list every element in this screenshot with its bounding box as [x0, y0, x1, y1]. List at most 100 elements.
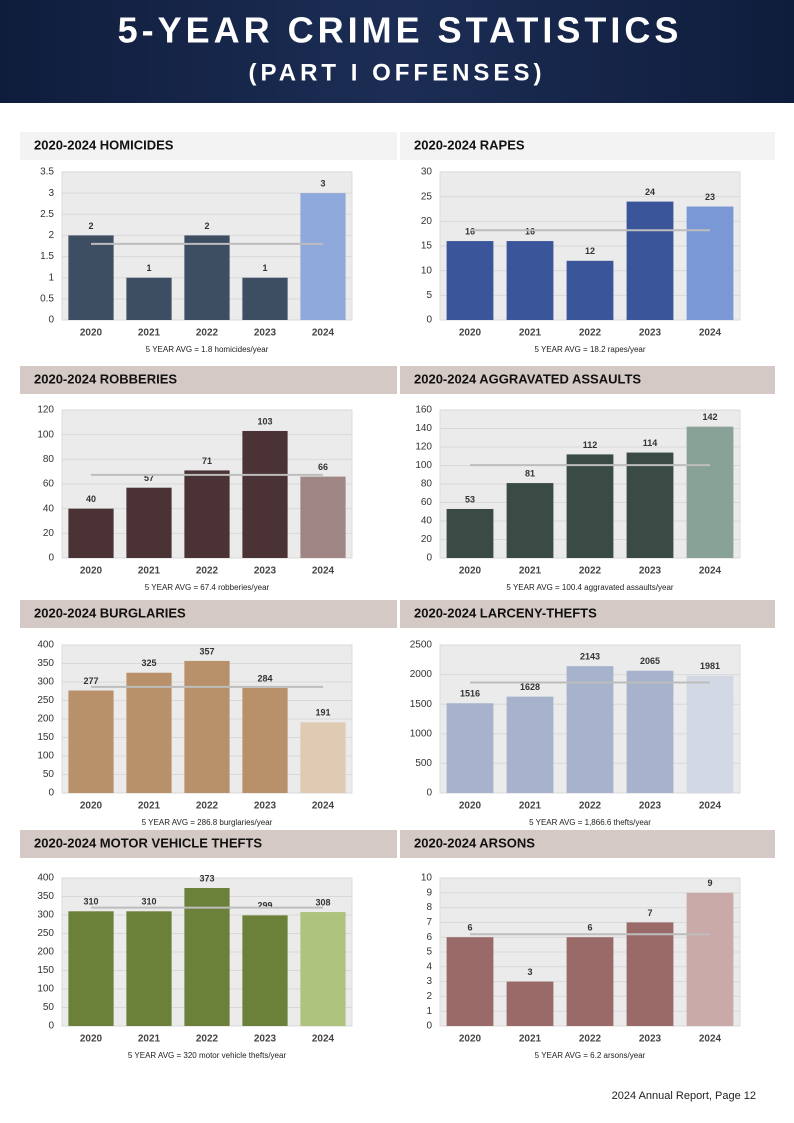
bar [300, 476, 346, 558]
y-tick-label: 0 [426, 315, 432, 326]
value-label: 53 [465, 494, 475, 504]
value-label: 191 [315, 708, 330, 718]
y-tick-label: 250 [37, 695, 54, 706]
bar [68, 690, 114, 793]
y-tick-label: 80 [43, 454, 55, 465]
y-tick-label: 100 [37, 984, 54, 995]
bar [242, 687, 288, 793]
average-note: 5 YEAR AVG = 286.8 burglaries/year [142, 818, 273, 827]
chart-title: 2020-2024 ARSONS [414, 835, 535, 850]
bar [506, 981, 554, 1026]
x-tick-label: 2020 [459, 566, 482, 577]
title-bar [400, 132, 775, 160]
y-tick-label: 140 [415, 423, 432, 434]
y-tick-label: 60 [43, 479, 55, 490]
x-tick-label: 2021 [138, 328, 161, 339]
bar [506, 483, 554, 558]
y-tick-label: 20 [421, 216, 433, 227]
title-bar [400, 830, 775, 858]
title-bar [20, 830, 397, 858]
y-tick-label: 100 [415, 460, 432, 471]
bar [566, 454, 614, 558]
y-tick-label: 30 [421, 167, 433, 178]
x-tick-label: 2023 [639, 328, 662, 339]
bar [68, 235, 114, 320]
chart-title: 2020-2024 HOMICIDES [34, 137, 174, 152]
y-tick-label: 10 [421, 873, 433, 884]
value-label: 16 [465, 226, 475, 236]
title-bar [20, 600, 397, 628]
bar [126, 672, 172, 793]
x-tick-label: 2022 [579, 328, 602, 339]
value-label: 9 [707, 878, 712, 888]
average-note: 5 YEAR AVG = 100.4 aggravated assaults/y… [506, 583, 673, 592]
x-tick-label: 2022 [579, 1034, 602, 1045]
y-tick-label: 2 [426, 991, 432, 1002]
value-label: 1981 [700, 661, 720, 671]
x-tick-label: 2020 [459, 801, 482, 812]
value-label: 299 [257, 901, 272, 911]
value-label: 23 [705, 192, 715, 202]
bar [184, 887, 230, 1026]
value-label: 2 [88, 221, 93, 231]
value-label: 1628 [520, 682, 540, 692]
chart-title: 2020-2024 BURGLARIES [34, 605, 186, 620]
y-tick-label: 200 [37, 714, 54, 725]
bar [68, 508, 114, 558]
x-tick-label: 2022 [196, 566, 219, 577]
y-tick-label: 40 [43, 503, 55, 514]
value-label: 6 [587, 923, 592, 933]
average-note: 5 YEAR AVG = 6.2 arsons/year [535, 1051, 646, 1060]
y-tick-label: 2500 [410, 640, 433, 651]
y-tick-label: 25 [421, 191, 433, 202]
y-tick-label: 2.5 [40, 209, 54, 220]
x-tick-label: 2024 [699, 801, 722, 812]
x-tick-label: 2021 [138, 566, 161, 577]
y-tick-label: 1000 [410, 728, 433, 739]
bar [626, 452, 674, 558]
value-label: 16 [525, 226, 535, 236]
bar [126, 911, 172, 1026]
value-label: 310 [83, 897, 98, 907]
bar [184, 470, 230, 558]
x-tick-label: 2023 [254, 566, 277, 577]
x-tick-label: 2021 [138, 801, 161, 812]
x-tick-label: 2022 [196, 1034, 219, 1045]
y-tick-label: 0 [426, 788, 432, 799]
value-label: 325 [141, 658, 156, 668]
header-band [0, 0, 794, 103]
title-bar [20, 132, 397, 160]
bar [626, 201, 674, 320]
value-label: 2143 [580, 652, 600, 662]
y-tick-label: 350 [37, 658, 54, 669]
y-tick-label: 0 [48, 315, 54, 326]
y-tick-label: 0 [426, 1021, 432, 1032]
x-tick-label: 2023 [639, 801, 662, 812]
value-label: 2 [204, 221, 209, 231]
x-tick-label: 2024 [699, 566, 722, 577]
y-tick-label: 20 [421, 534, 433, 545]
bar [300, 912, 346, 1026]
bar [686, 206, 734, 320]
y-tick-label: 5 [426, 947, 432, 958]
value-label: 277 [83, 676, 98, 686]
x-tick-label: 2021 [519, 328, 542, 339]
value-label: 284 [257, 673, 272, 683]
y-tick-label: 40 [421, 516, 433, 527]
bar [626, 670, 674, 793]
bar [300, 722, 346, 793]
value-label: 103 [257, 416, 272, 426]
x-tick-label: 2020 [80, 328, 103, 339]
x-tick-label: 2021 [519, 566, 542, 577]
bar [566, 937, 614, 1026]
y-tick-label: 120 [37, 405, 54, 416]
y-tick-label: 7 [426, 917, 432, 928]
y-tick-label: 3 [48, 188, 54, 199]
chart-title: 2020-2024 AGGRAVATED ASSAULTS [414, 371, 641, 386]
y-tick-label: 6 [426, 932, 432, 943]
x-tick-label: 2023 [254, 801, 277, 812]
x-tick-label: 2020 [459, 1034, 482, 1045]
chart-title: 2020-2024 RAPES [414, 137, 525, 152]
y-tick-label: 300 [37, 677, 54, 688]
value-label: 3 [527, 967, 532, 977]
